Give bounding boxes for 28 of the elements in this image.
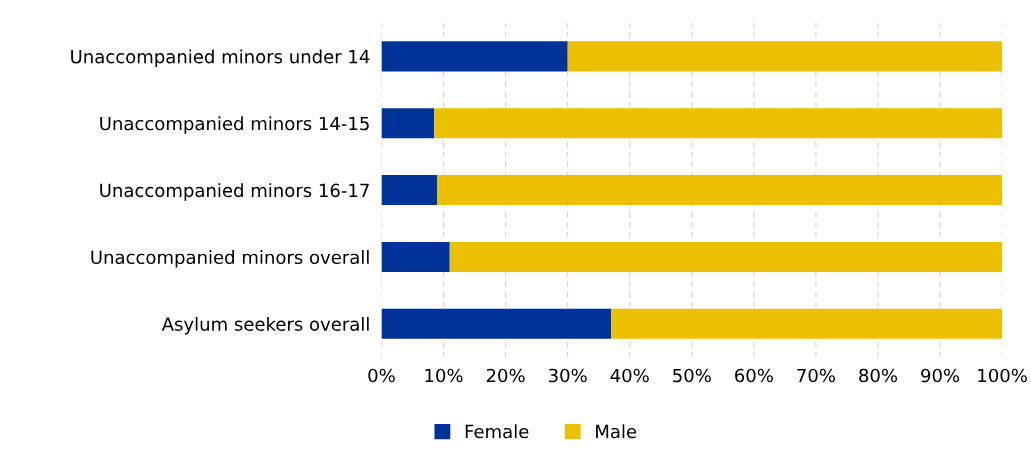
y-tick-label: Unaccompanied minors 16-17 bbox=[100, 183, 369, 201]
y-tick-label: Unaccompanied minors 14-15 bbox=[100, 116, 369, 134]
x-tick-label: 60% bbox=[735, 368, 773, 383]
legend-label: Female bbox=[465, 424, 529, 439]
y-tick-label: Unaccompanied minors overall bbox=[91, 250, 369, 268]
x-tick-label: 30% bbox=[548, 368, 587, 383]
x-tick-label: 80% bbox=[859, 368, 898, 383]
x-tick-label: 90% bbox=[921, 368, 960, 383]
bar bbox=[381, 308, 612, 339]
bar bbox=[449, 241, 1003, 272]
x-tick-label: 50% bbox=[673, 368, 711, 383]
x-tick-label: 40% bbox=[610, 368, 649, 383]
x-tick-label: 70% bbox=[797, 368, 835, 383]
bar bbox=[381, 41, 568, 72]
bar bbox=[434, 108, 1003, 139]
bar bbox=[437, 175, 1003, 206]
bar bbox=[611, 308, 1003, 339]
bar bbox=[567, 41, 1003, 72]
bar bbox=[381, 108, 435, 139]
x-tick-label: 10% bbox=[425, 368, 463, 383]
x-tick-label: 20% bbox=[486, 368, 525, 383]
bar bbox=[381, 241, 450, 272]
bar bbox=[381, 175, 438, 206]
legend-label: Male bbox=[596, 424, 637, 439]
y-tick-label: Asylum seekers overall bbox=[161, 316, 369, 335]
x-tick-label: 0% bbox=[368, 368, 395, 383]
x-tick-label: 100% bbox=[978, 368, 1027, 383]
y-tick-label: Unaccompanied minors under 14 bbox=[71, 49, 370, 67]
